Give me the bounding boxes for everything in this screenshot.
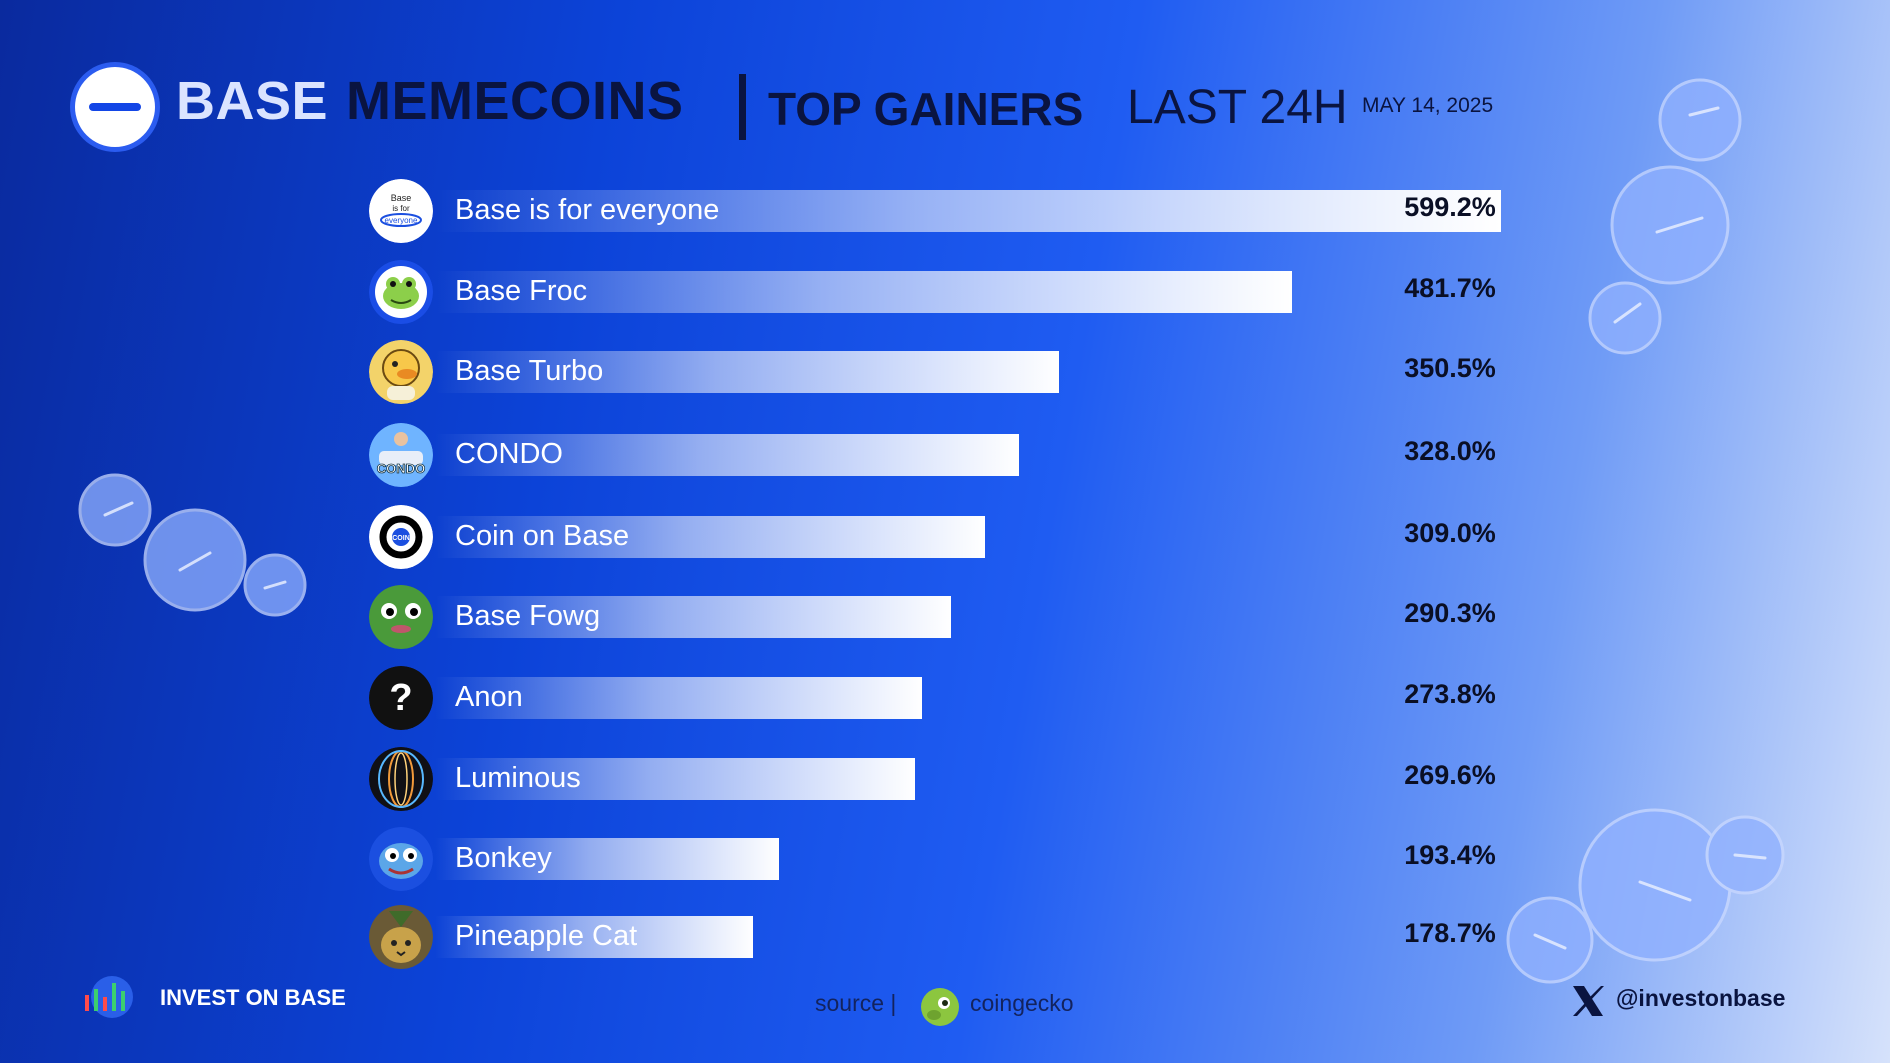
bar-7 xyxy=(435,677,922,719)
value-label: 328.0% xyxy=(1404,436,1496,466)
bar-4 xyxy=(435,434,1019,476)
title-memecoins: MEMECOINS xyxy=(346,71,684,131)
category-label: Base Fowg xyxy=(455,600,601,632)
pineapple-cat-icon xyxy=(369,905,433,969)
value-label: 273.8% xyxy=(1404,679,1496,709)
blue-pepe-icon xyxy=(369,827,433,891)
category-label: Luminous xyxy=(455,762,581,794)
date-label: MAY 14, 2025 xyxy=(1362,94,1494,117)
svg-text:everyone: everyone xyxy=(385,216,418,225)
source-name: coingecko xyxy=(970,990,1074,1016)
twitter-handle[interactable]: @investonbase xyxy=(1616,985,1786,1011)
value-label: 178.7% xyxy=(1404,918,1496,948)
category-label: Base is for everyone xyxy=(455,194,720,226)
source-label: source | xyxy=(815,990,897,1016)
title-divider xyxy=(739,74,746,140)
base-logo-icon xyxy=(75,67,155,147)
bar-6 xyxy=(435,596,951,638)
svg-text:COIN: COIN xyxy=(392,535,410,542)
coingecko-icon xyxy=(921,988,959,1026)
category-label: Anon xyxy=(455,681,523,713)
value-label: 290.3% xyxy=(1404,598,1496,628)
bar-2 xyxy=(435,271,1292,313)
value-label: 193.4% xyxy=(1404,840,1496,870)
base-everyone-icon: Base is for everyone xyxy=(369,179,433,243)
svg-text:is for: is for xyxy=(392,204,410,213)
bar-1 xyxy=(435,190,1501,232)
bar-8 xyxy=(435,758,915,800)
condo-car-icon: CONDO xyxy=(369,423,433,487)
category-label: Base Turbo xyxy=(455,355,604,387)
svg-text:?: ? xyxy=(389,677,412,719)
value-label: 269.6% xyxy=(1404,760,1496,790)
subtitle-last-24h: LAST 24H xyxy=(1127,81,1348,134)
value-label: 350.5% xyxy=(1404,353,1496,383)
coin-logo-icon: COIN xyxy=(369,505,433,569)
bar-9 xyxy=(435,838,779,880)
question-mark-icon: ? xyxy=(369,666,433,730)
svg-text:Base: Base xyxy=(391,193,412,203)
invest-on-base-logo-icon xyxy=(85,976,133,1018)
brand-name: INVEST ON BASE xyxy=(160,985,346,1010)
category-label: Base Froc xyxy=(455,275,588,307)
value-label: 481.7% xyxy=(1404,273,1496,303)
category-label: Coin on Base xyxy=(455,520,630,552)
category-label: CONDO xyxy=(455,438,563,470)
value-label: 309.0% xyxy=(1404,518,1496,548)
bar-5 xyxy=(435,516,985,558)
x-logo-icon[interactable] xyxy=(1570,983,1606,1019)
pepe-icon xyxy=(369,585,433,649)
title-base: BASE xyxy=(176,71,329,131)
bar-3 xyxy=(435,351,1059,393)
category-label: Bonkey xyxy=(455,842,552,874)
subtitle-top-gainers: TOP GAINERS xyxy=(768,83,1084,135)
luminous-orb-icon xyxy=(369,747,433,811)
duck-icon xyxy=(369,340,433,404)
bar-10 xyxy=(435,916,753,958)
category-label: Pineapple Cat xyxy=(455,920,638,952)
frog-icon xyxy=(369,260,433,324)
value-label: 599.2% xyxy=(1404,192,1496,222)
svg-text:CONDO: CONDO xyxy=(377,461,425,476)
